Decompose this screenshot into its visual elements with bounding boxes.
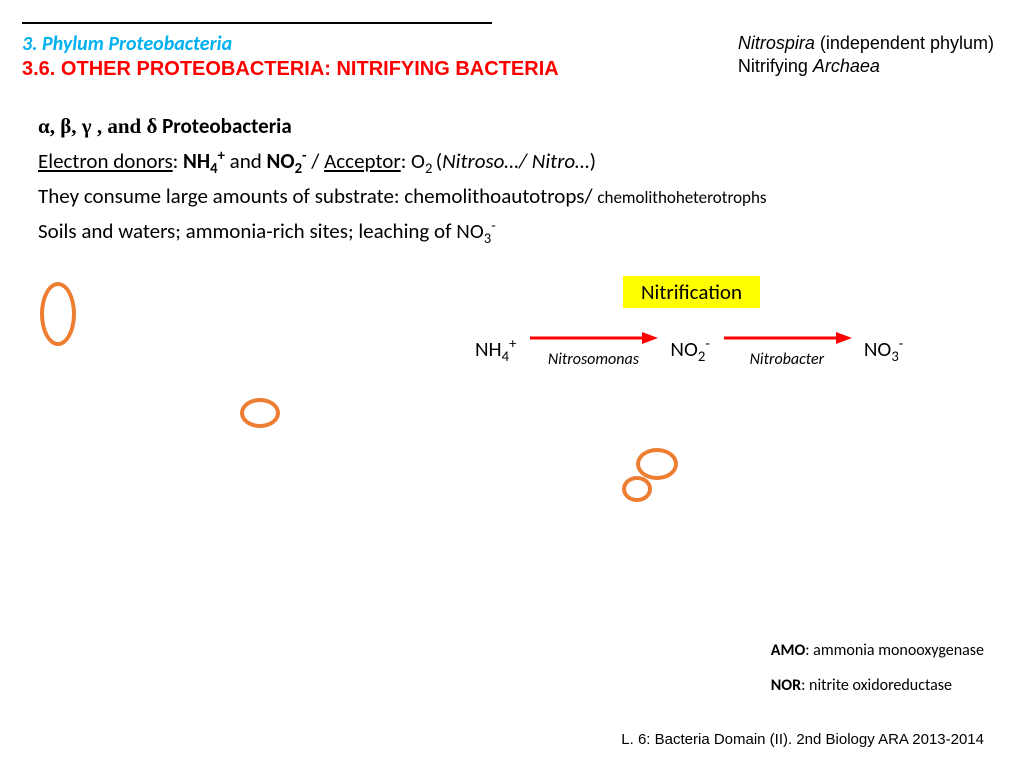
amo-abbr: AMO — [771, 641, 806, 660]
divider-line — [22, 22, 492, 24]
nh4-label: NH — [183, 148, 210, 174]
nor-def: : nitrite oxidoreductase — [801, 676, 952, 695]
heading-phylum: 3. Phylum Proteobacteria — [22, 32, 232, 56]
nor-abbr: NOR — [771, 676, 801, 695]
proteobacteria-word: Proteobacteria — [157, 113, 291, 139]
paren-close: ) — [590, 148, 596, 174]
arrow-icon — [722, 330, 852, 346]
and-word: and — [225, 148, 267, 174]
acceptor-label: Acceptor — [324, 148, 401, 174]
soils-text: Soils and waters; ammonia-rich sites; le… — [38, 218, 484, 244]
nitrobacter-label: Nitrobacter — [750, 350, 824, 369]
sep2: / — [307, 148, 325, 174]
archaea-label: Archaea — [813, 56, 880, 76]
greek-letters: α, β, γ , and δ — [38, 114, 157, 138]
arrow-2: Nitrobacter — [722, 330, 852, 369]
footer-text: L. 6: Bacteria Domain (II). 2nd Biology … — [621, 731, 984, 748]
sep1: : — [173, 148, 183, 174]
o2-label: : O — [401, 148, 425, 174]
top-right-notes: Nitrospira (independent phylum) Nitrifyi… — [738, 32, 994, 79]
enzyme-definitions: AMO: ammonia monooxygenase NOR: nitrite … — [771, 633, 984, 703]
amo-def: : ammonia monooxygenase — [805, 641, 984, 660]
reaction-pathway: NH4+ Nitrosomonas NO2- Nitrobacter NO3- — [475, 330, 903, 369]
nitrifying-label: Nitrifying — [738, 56, 813, 76]
no3-species: NO3- — [864, 334, 903, 365]
arrow-icon — [528, 330, 658, 346]
bacteria-cell-icon — [636, 448, 678, 480]
nitrification-highlight: Nitrification — [623, 276, 760, 308]
substrate-text: They consume large amounts of substrate:… — [38, 183, 597, 209]
nitrospira-desc: (independent phylum) — [815, 33, 994, 53]
nitrosomonas-label: Nitrosomonas — [548, 350, 639, 369]
nh4-species: NH4+ — [475, 334, 516, 365]
chemolitho-text: chemolithoheterotrophs — [597, 187, 766, 208]
nitroso-nitro: Nitroso…/ Nitro… — [442, 148, 590, 174]
no2-species: NO2- — [670, 334, 709, 365]
bacteria-cell-icon — [622, 476, 652, 502]
nitrospira-label: Nitrospira — [738, 33, 815, 53]
body-text: α, β, γ , and δ Proteobacteria Electron … — [38, 110, 767, 251]
arrow-1: Nitrosomonas — [528, 330, 658, 369]
bacteria-cell-icon — [240, 398, 280, 428]
no2-label: NO — [267, 148, 295, 174]
heading-section: 3.6. OTHER PROTEOBACTERIA: NITRIFYING BA… — [22, 58, 559, 81]
bacteria-cell-icon — [40, 282, 76, 346]
electron-donors-label: Electron donors — [38, 148, 173, 174]
